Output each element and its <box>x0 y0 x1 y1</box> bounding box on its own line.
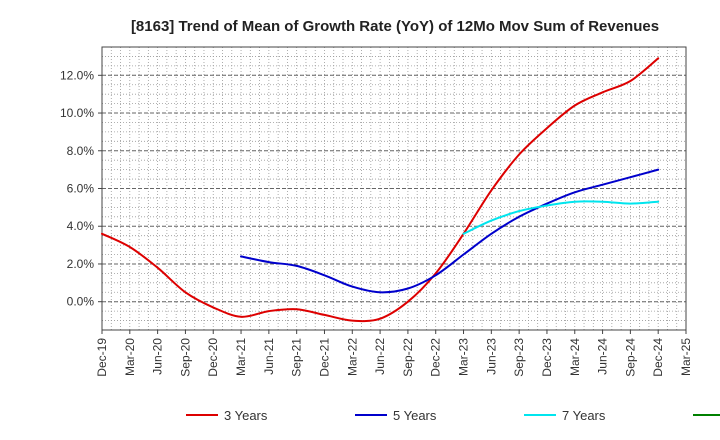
y-tick-label: 2.0% <box>67 257 95 271</box>
y-axis-ticks: 0.0% 2.0% 4.0% 6.0% 8.0% 10.0% 12.0% <box>60 68 102 309</box>
x-tick-label: Mar-25 <box>679 338 693 376</box>
x-tick-label: Mar-21 <box>234 338 248 376</box>
series-line-7-years <box>462 200 660 235</box>
x-tick-label: Dec-23 <box>540 338 554 377</box>
chart-title: [8163] Trend of Mean of Growth Rate (YoY… <box>131 18 659 35</box>
x-tick-label: Dec-24 <box>651 338 665 377</box>
x-tick-label: Mar-24 <box>568 338 582 376</box>
x-tick-label: Jun-22 <box>373 338 387 375</box>
y-tick-label: 10.0% <box>60 106 94 120</box>
x-tick-label: Mar-23 <box>457 338 471 376</box>
x-tick-label: Jun-20 <box>151 338 165 375</box>
x-tick-label: Sep-22 <box>401 338 415 377</box>
x-tick-label: Jun-24 <box>596 338 610 375</box>
x-tick-label: Sep-23 <box>512 338 526 377</box>
grid <box>102 47 686 330</box>
legend-label-3-years: 3 Years <box>224 408 268 423</box>
legend-label-7-years: 7 Years <box>562 408 606 423</box>
legend-label-5-years: 5 Years <box>393 408 437 423</box>
y-tick-label: 6.0% <box>67 182 95 196</box>
y-tick-label: 8.0% <box>67 144 95 158</box>
y-tick-label: 12.0% <box>60 68 94 82</box>
x-tick-label: Dec-20 <box>206 338 220 377</box>
x-tick-label: Sep-24 <box>623 338 637 377</box>
series-lines <box>101 57 660 323</box>
x-tick-label: Dec-22 <box>429 338 443 377</box>
x-tick-label: Mar-20 <box>123 338 137 376</box>
y-tick-label: 0.0% <box>67 295 95 309</box>
series-line-5-years <box>240 168 660 294</box>
x-axis-ticks: Dec-19 Mar-20 Jun-20 Sep-20 Dec-20 Mar-21 Jun-… <box>95 330 693 377</box>
x-tick-label: Jun-23 <box>484 338 498 375</box>
series-line-3-years <box>101 57 660 323</box>
x-tick-label: Dec-19 <box>95 338 109 377</box>
x-tick-label: Jun-21 <box>262 338 276 375</box>
x-tick-label: Sep-20 <box>178 338 192 377</box>
x-tick-label: Mar-22 <box>345 338 359 376</box>
y-tick-label: 4.0% <box>67 219 95 233</box>
x-tick-label: Sep-21 <box>290 338 304 377</box>
x-tick-label: Dec-21 <box>317 338 331 377</box>
